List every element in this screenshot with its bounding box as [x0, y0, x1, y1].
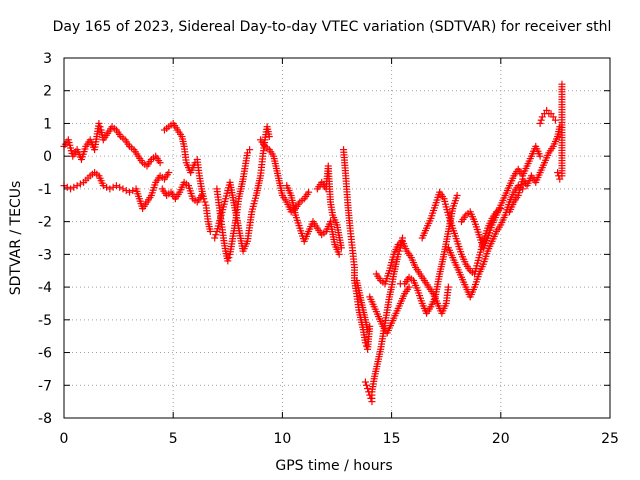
data-point — [362, 381, 370, 389]
data-point — [551, 116, 559, 124]
y-tick-label: -5 — [38, 313, 52, 329]
data-point — [95, 119, 103, 127]
data-point — [537, 116, 545, 124]
y-axis-label: SDTVAR / TECUs — [8, 181, 24, 296]
y-tick-labels: -8 -7 -6 -5 -4 -3 -2 -1 0 1 2 3 — [38, 51, 52, 427]
data-point — [76, 180, 84, 188]
y-tick-label: -6 — [38, 346, 52, 362]
data-point — [63, 183, 71, 191]
data-point — [536, 119, 544, 127]
data-point — [246, 146, 254, 154]
data-point — [395, 247, 403, 255]
data-point — [109, 183, 117, 191]
data-point — [335, 250, 343, 258]
y-tick-label: -8 — [38, 411, 52, 427]
data-point — [337, 244, 345, 252]
x-tick-label: 5 — [169, 431, 178, 447]
data-point — [364, 385, 372, 393]
data-point — [156, 159, 164, 167]
data-point — [122, 187, 130, 195]
data-point — [96, 123, 104, 131]
data-point — [119, 185, 127, 193]
data-point — [305, 188, 313, 196]
data-point — [558, 80, 566, 88]
x-tick-label: 25 — [601, 431, 619, 447]
x-tick-label: 20 — [492, 431, 510, 447]
data-point — [67, 185, 75, 193]
chart-title: Day 165 of 2023, Sidereal Day-to-day VTE… — [53, 19, 612, 35]
y-tick-label: -7 — [38, 378, 52, 394]
data-point — [225, 254, 233, 262]
data-point — [103, 183, 111, 191]
data-point — [129, 187, 137, 195]
data-point — [206, 227, 214, 235]
data-point — [116, 183, 124, 191]
x-tick-label: 0 — [60, 431, 69, 447]
data-point — [106, 185, 114, 193]
y-tick-label: 0 — [43, 149, 52, 165]
data-point — [211, 234, 219, 242]
data-point — [198, 191, 206, 199]
y-tick-label: -4 — [38, 280, 52, 296]
y-tick-label: -3 — [38, 247, 52, 263]
data-point — [224, 257, 232, 265]
data-point — [201, 198, 209, 206]
data-point — [536, 152, 544, 160]
data-point — [165, 169, 173, 177]
data-point — [212, 231, 220, 239]
data-point — [112, 182, 120, 190]
data-point — [444, 283, 452, 291]
data-point — [265, 133, 273, 141]
y-tick-label: -1 — [38, 182, 52, 198]
data-point — [99, 182, 107, 190]
x-tick-labels: 0 5 10 15 20 25 — [60, 431, 619, 447]
x-tick-label: 10 — [273, 431, 291, 447]
data-point — [405, 283, 413, 291]
data-points — [60, 80, 566, 406]
data-point — [73, 182, 81, 190]
data-point — [453, 191, 461, 199]
y-tick-label: -2 — [38, 215, 52, 231]
y-tick-label: 2 — [43, 84, 52, 100]
x-axis-label: GPS time / hours — [275, 458, 392, 474]
data-point — [70, 183, 78, 191]
data-point — [364, 326, 372, 334]
data-point — [554, 169, 562, 177]
x-tick-label: 15 — [383, 431, 401, 447]
data-point — [362, 342, 370, 350]
y-tick-label: 1 — [43, 116, 52, 132]
plot-frame — [63, 57, 611, 419]
data-point — [361, 378, 369, 386]
y-tick-label: 3 — [43, 51, 52, 67]
data-point — [126, 188, 134, 196]
